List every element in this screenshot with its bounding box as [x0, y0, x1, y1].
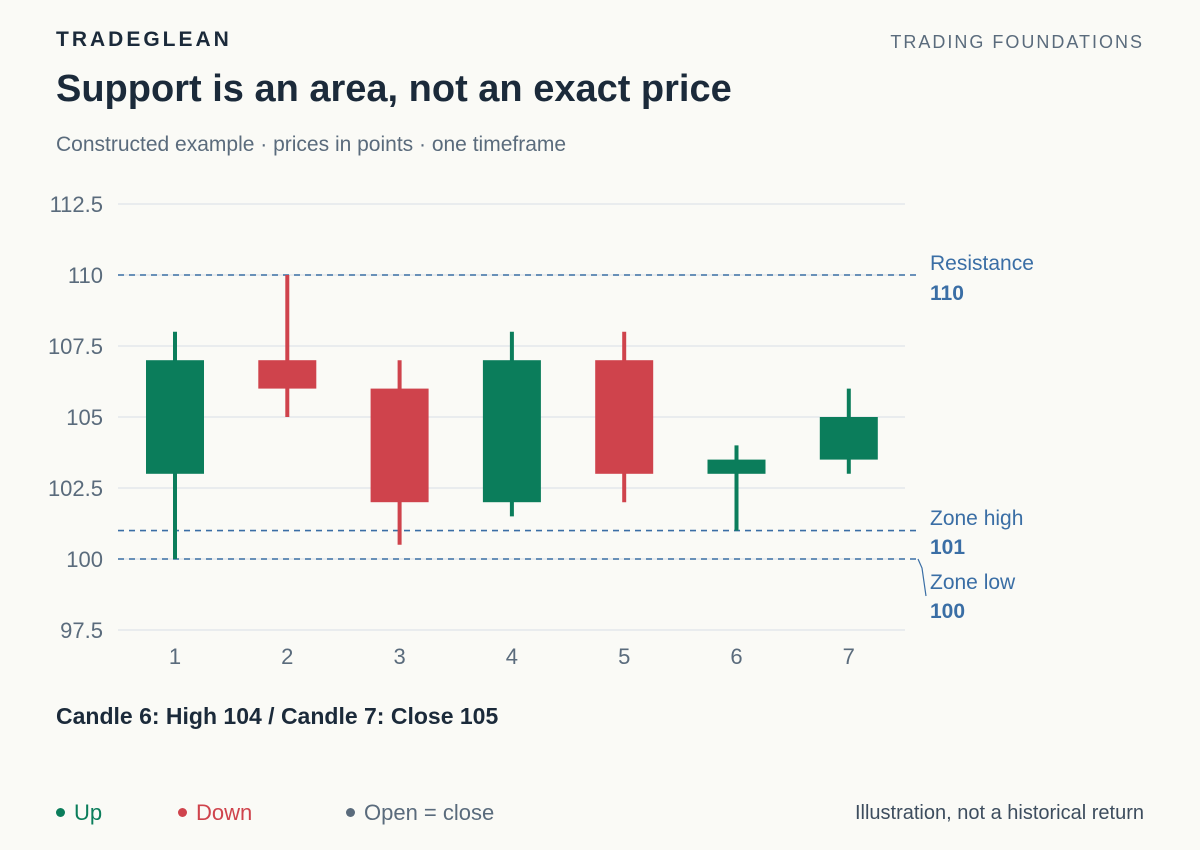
- legend-label-down: Down: [196, 800, 253, 825]
- y-tick-label: 112.5: [50, 192, 103, 217]
- candle-body: [707, 459, 766, 474]
- y-tick-label: 97.5: [60, 618, 103, 643]
- y-tick-label: 105: [66, 405, 103, 430]
- legend-label-neutral: Open = close: [364, 800, 495, 825]
- x-tick-label: 7: [843, 644, 855, 669]
- y-tick-label: 102.5: [48, 476, 103, 501]
- x-tick-label: 2: [281, 644, 293, 669]
- x-tick-label: 4: [506, 644, 518, 669]
- chart-subtitle: Constructed example · prices in points ·…: [56, 133, 567, 156]
- x-tick-label: 6: [730, 644, 742, 669]
- zone-low-label: Zone low: [930, 571, 1016, 594]
- x-tick-label: 5: [618, 644, 630, 669]
- section-label: TRADING FOUNDATIONS: [890, 32, 1144, 52]
- resistance-label: Resistance: [930, 252, 1034, 275]
- zone-high-value-label: 101: [930, 536, 965, 559]
- y-tick-label: 110: [68, 263, 103, 288]
- candle-body: [482, 360, 541, 503]
- x-tick-label: 3: [393, 644, 405, 669]
- zone-low-value-label: 100: [930, 600, 965, 623]
- legend-item-up: Up: [56, 800, 102, 826]
- chart-title: Support is an area, not an exact price: [56, 68, 732, 110]
- candle-body: [819, 417, 878, 460]
- candle-body: [146, 360, 204, 474]
- chart-caption: Candle 6: High 104 / Candle 7: Close 105: [56, 703, 499, 729]
- candle-body: [370, 388, 429, 503]
- y-tick-label: 107.5: [48, 334, 103, 359]
- brand-logo: TRADEGLEAN: [56, 28, 232, 51]
- down-dot-icon: [178, 807, 187, 817]
- x-tick-label: 1: [169, 644, 181, 669]
- footnote: Illustration, not a historical return: [854, 802, 1144, 824]
- legend-label-up: Up: [74, 800, 103, 825]
- resistance-value-label: 110: [930, 282, 964, 305]
- up-dot-icon: [56, 807, 65, 817]
- zone-high-label: Zone high: [930, 507, 1023, 530]
- legend-item-down: Down: [178, 800, 252, 826]
- neutral-dot-icon: [346, 807, 355, 817]
- legend-item-neutral: Open = close: [346, 800, 494, 826]
- candlestick-chart: 97.5 100 102.5 105 107.5 110 112.5 1 2 3 4 5 6 7 Resis…: [48, 192, 1034, 669]
- candle-body: [258, 360, 317, 389]
- zone-low-leader: [917, 558, 927, 597]
- candle-body: [595, 360, 654, 474]
- y-tick-label: 100: [66, 547, 103, 572]
